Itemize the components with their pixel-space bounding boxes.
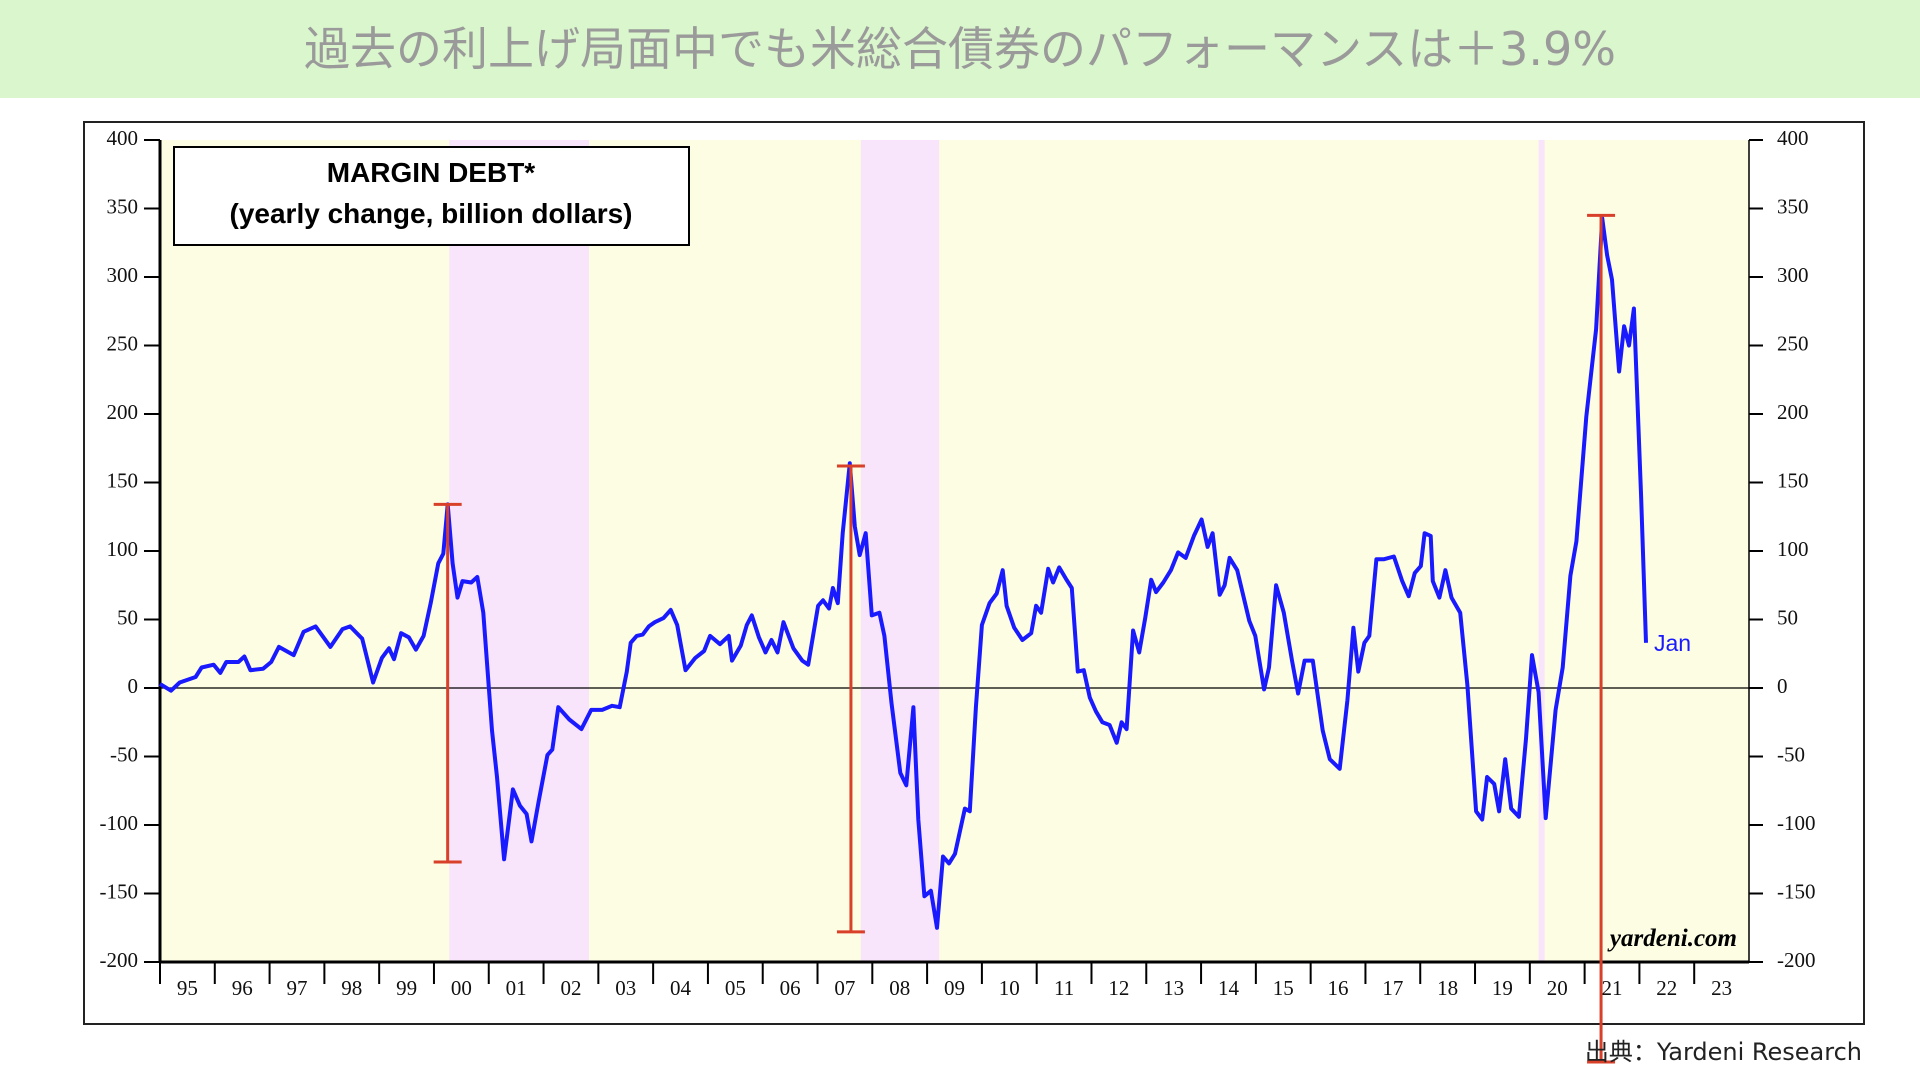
y2-tick-label: 350 bbox=[1777, 194, 1809, 218]
y2-tick-label: -150 bbox=[1777, 879, 1816, 903]
y-tick-label: 200 bbox=[107, 400, 139, 424]
y-tick-label: 350 bbox=[107, 194, 139, 218]
y2-tick-label: 100 bbox=[1777, 537, 1809, 561]
y-tick-label: 100 bbox=[107, 537, 139, 561]
x-tick-label: 06 bbox=[780, 976, 801, 1000]
x-tick-label: 04 bbox=[670, 976, 692, 1000]
x-tick-label: 23 bbox=[1711, 976, 1732, 1000]
x-tick-label: 17 bbox=[1382, 976, 1403, 1000]
y-tick-label: 250 bbox=[107, 331, 139, 355]
x-tick-label: 15 bbox=[1273, 976, 1294, 1000]
y2-tick-label: 200 bbox=[1777, 400, 1809, 424]
y2-tick-label: 150 bbox=[1777, 468, 1809, 492]
x-tick-label: 22 bbox=[1656, 976, 1677, 1000]
recession-band bbox=[449, 140, 590, 962]
y-tick-label: 300 bbox=[107, 263, 139, 287]
x-tick-label: 10 bbox=[999, 976, 1020, 1000]
x-tick-label: 95 bbox=[177, 976, 198, 1000]
y2-tick-label: 50 bbox=[1777, 605, 1798, 629]
y2-tick-label: 0 bbox=[1777, 674, 1788, 698]
y2-tick-label: 250 bbox=[1777, 331, 1809, 355]
y-tick-label: -200 bbox=[100, 948, 139, 972]
y2-tick-label: 300 bbox=[1777, 263, 1809, 287]
y2-tick-label: -100 bbox=[1777, 811, 1816, 835]
x-tick-label: 05 bbox=[725, 976, 746, 1000]
chart-subtitle: (yearly change, billion dollars) bbox=[230, 198, 633, 229]
x-tick-label: 03 bbox=[615, 976, 636, 1000]
x-tick-label: 20 bbox=[1547, 976, 1568, 1000]
x-tick-label: 11 bbox=[1054, 976, 1074, 1000]
recession-band bbox=[860, 140, 940, 962]
chart-title: MARGIN DEBT* bbox=[327, 157, 536, 188]
recession-band bbox=[1538, 140, 1545, 962]
y2-tick-label: -200 bbox=[1777, 948, 1816, 972]
x-tick-label: 21 bbox=[1602, 976, 1623, 1000]
x-tick-label: 07 bbox=[834, 976, 855, 1000]
chart-frame bbox=[83, 121, 1865, 1025]
title-box bbox=[173, 146, 690, 246]
data-line bbox=[158, 216, 1648, 930]
x-tick-label: 97 bbox=[286, 976, 307, 1000]
y-tick-label: 0 bbox=[128, 674, 139, 698]
y2-tick-label: 400 bbox=[1777, 126, 1809, 150]
y-tick-label: 50 bbox=[117, 605, 138, 629]
x-tick-label: 02 bbox=[560, 976, 581, 1000]
y-tick-label: -100 bbox=[100, 811, 139, 835]
watermark: yardeni.com bbox=[1607, 925, 1737, 952]
y-tick-label: 150 bbox=[107, 468, 139, 492]
source: 出典：Yardeni Research bbox=[1584, 1038, 1862, 1066]
y-tick-label: -50 bbox=[110, 742, 138, 766]
x-tick-label: 14 bbox=[1218, 976, 1240, 1000]
x-tick-label: 16 bbox=[1328, 976, 1349, 1000]
x-tick-label: 08 bbox=[889, 976, 910, 1000]
plot-background bbox=[160, 140, 1749, 962]
y-tick-label: 400 bbox=[107, 126, 139, 150]
banner-title: 過去の利上げ局面中でも米総合債券のパフォーマンスは＋3.9% bbox=[0, 0, 1920, 98]
y2-tick-label: -50 bbox=[1777, 742, 1805, 766]
x-tick-label: 99 bbox=[396, 976, 417, 1000]
x-tick-label: 01 bbox=[506, 976, 527, 1000]
x-tick-label: 13 bbox=[1163, 976, 1184, 1000]
x-tick-label: 18 bbox=[1437, 976, 1458, 1000]
x-tick-label: 19 bbox=[1492, 976, 1513, 1000]
x-tick-label: 98 bbox=[341, 976, 362, 1000]
x-tick-label: 12 bbox=[1108, 976, 1129, 1000]
x-tick-label: 00 bbox=[451, 976, 472, 1000]
x-tick-label: 96 bbox=[232, 976, 253, 1000]
x-tick-label: 09 bbox=[944, 976, 965, 1000]
end-label: Jan bbox=[1654, 630, 1691, 656]
y-tick-label: -150 bbox=[100, 879, 139, 903]
